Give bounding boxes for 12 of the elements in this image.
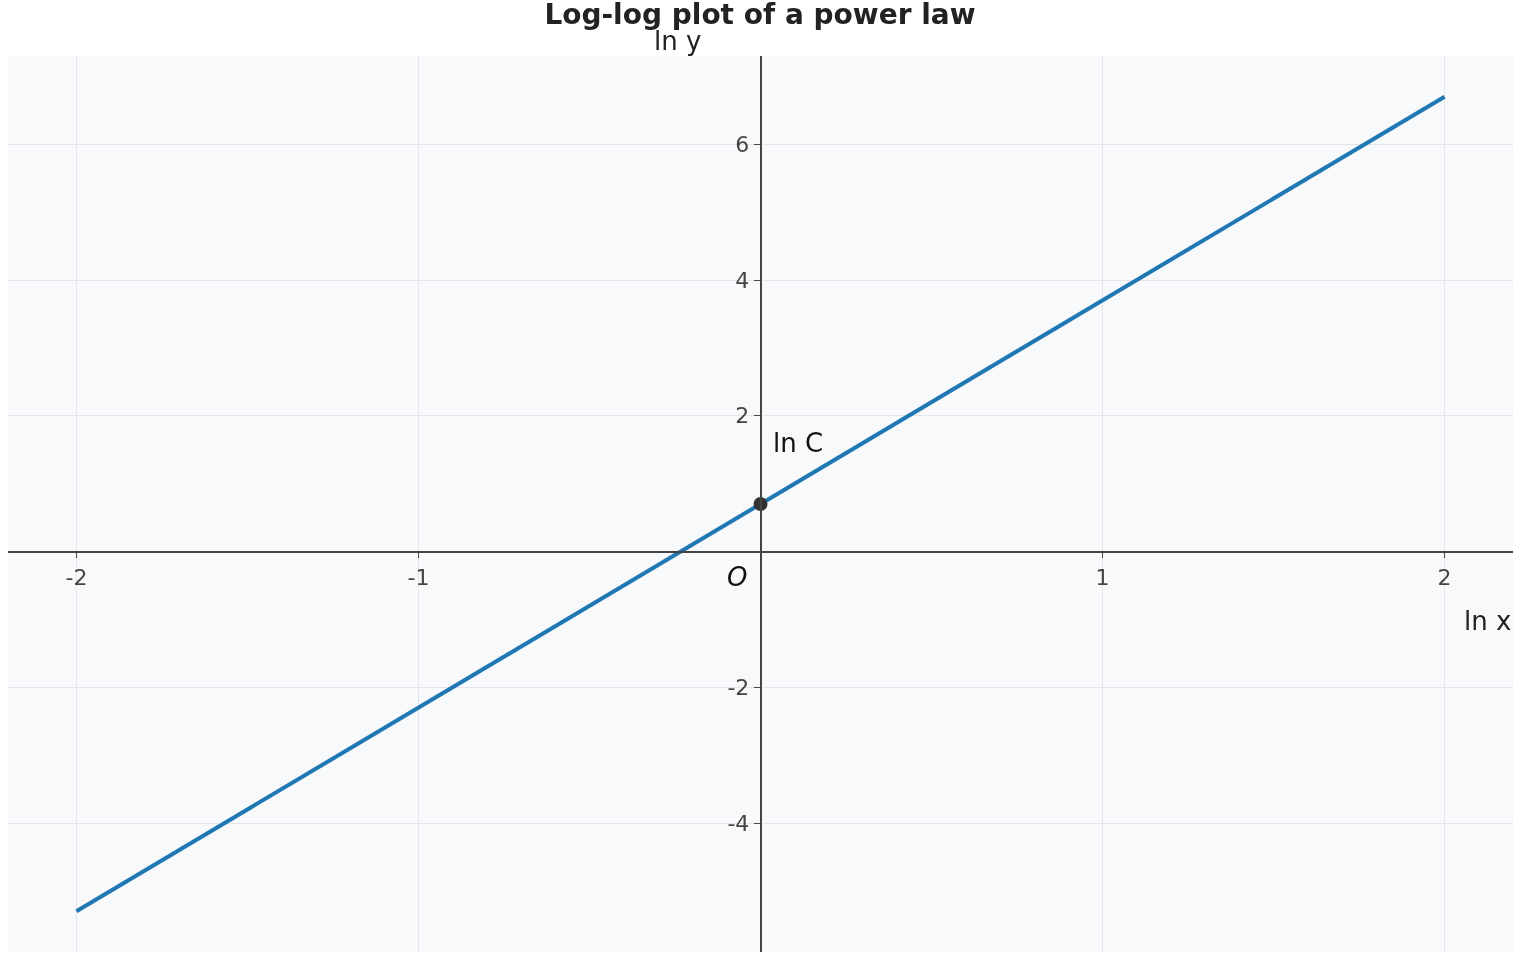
y-tick-label: -4 — [727, 810, 750, 836]
x-tick-label: 1 — [1095, 564, 1110, 590]
y-tick-label: 2 — [735, 403, 750, 429]
x-axis-title: ln x — [1464, 606, 1512, 636]
x-tick-label: -2 — [65, 564, 88, 590]
x-tick-label: -1 — [407, 564, 430, 590]
y-tick-label: -2 — [727, 674, 750, 700]
annotation: O — [727, 562, 748, 592]
annotation: ln C — [773, 428, 824, 458]
x-tick-label: 2 — [1437, 564, 1452, 590]
y-tick-label: 6 — [735, 131, 750, 157]
y-tick-label: 4 — [735, 267, 750, 293]
